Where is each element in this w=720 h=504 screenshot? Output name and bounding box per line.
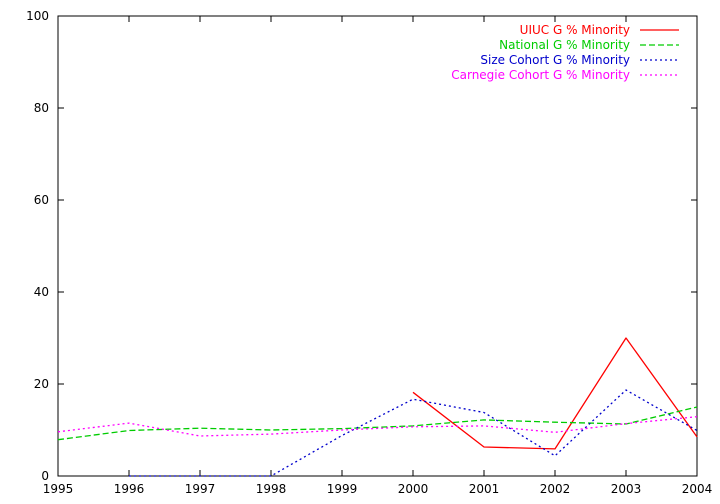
x-tick-label: 2002 xyxy=(540,482,571,496)
series-line-2 xyxy=(57,406,698,441)
x-tick-label: 1999 xyxy=(327,482,358,496)
series-line-1 xyxy=(412,337,698,450)
y-tick-label: 20 xyxy=(34,377,49,391)
y-tick-label: 100 xyxy=(26,9,49,23)
x-tick-label: 2003 xyxy=(611,482,642,496)
legend-label-3: Size Cohort G % Minority xyxy=(480,53,630,67)
x-tick-label: 1997 xyxy=(185,482,216,496)
series-line-4 xyxy=(57,416,698,437)
legend-label-4: Carnegie Cohort G % Minority xyxy=(451,68,630,82)
legend-label-1: UIUC G % Minority xyxy=(520,23,630,37)
x-tick-label: 1995 xyxy=(43,482,74,496)
y-tick-label: 0 xyxy=(41,469,49,483)
x-tick-label: 1996 xyxy=(114,482,145,496)
x-tick-label: 2001 xyxy=(469,482,500,496)
plot-frame xyxy=(57,15,698,477)
series-line-3 xyxy=(129,389,698,477)
y-tick-label: 40 xyxy=(34,285,49,299)
y-tick-label: 80 xyxy=(34,101,49,115)
x-tick-label: 1998 xyxy=(256,482,287,496)
x-tick-label: 2004 xyxy=(682,482,713,496)
y-tick-label: 60 xyxy=(34,193,49,207)
x-tick-label: 2000 xyxy=(398,482,429,496)
legend-label-2: National G % Minority xyxy=(499,38,630,52)
